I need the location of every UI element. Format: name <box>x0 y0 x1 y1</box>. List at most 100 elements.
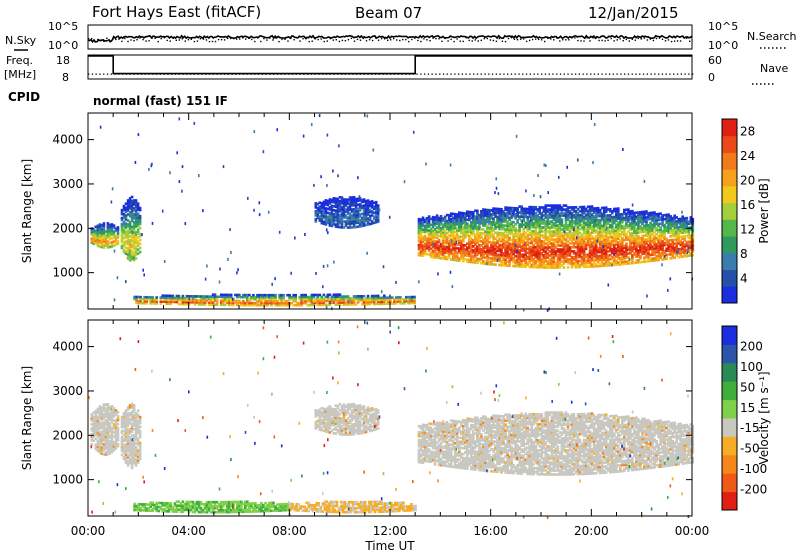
data-cell <box>500 233 503 237</box>
data-cell <box>572 252 576 255</box>
data-cell <box>538 216 542 219</box>
data-cell <box>677 239 680 243</box>
data-cell <box>522 259 525 262</box>
data-cell <box>681 223 684 226</box>
data-cell <box>679 221 682 225</box>
data-cell <box>342 198 346 201</box>
data-cell <box>270 301 273 305</box>
data-cell <box>512 240 515 244</box>
nave-point <box>654 73 656 75</box>
noise-search-point <box>305 38 307 40</box>
data-cell <box>574 239 578 243</box>
data-cell <box>681 243 684 246</box>
data-cell <box>502 246 505 249</box>
noise-cell <box>378 208 381 212</box>
nave-point <box>416 73 418 75</box>
data-cell <box>510 250 513 254</box>
data-cell <box>568 214 572 217</box>
data-cell <box>486 256 489 260</box>
data-cell <box>608 249 612 253</box>
data-cell <box>189 295 193 298</box>
data-cell <box>590 237 594 240</box>
data-cell <box>542 220 546 223</box>
data-cell <box>657 230 660 234</box>
data-cell <box>611 239 614 243</box>
data-cell <box>570 224 574 227</box>
data-cell <box>572 208 576 211</box>
data-cell <box>629 250 632 253</box>
data-cell <box>576 231 580 235</box>
data-cell <box>264 293 267 297</box>
data-cell <box>252 293 255 297</box>
data-cell <box>631 261 634 265</box>
data-cell <box>584 229 588 233</box>
data-cell <box>643 258 646 261</box>
data-cell <box>502 224 505 227</box>
data-cell <box>236 301 239 305</box>
data-cell <box>437 254 441 258</box>
noise-cell <box>380 290 383 294</box>
data-cell <box>558 260 562 263</box>
data-cell <box>641 222 644 226</box>
data-cell <box>389 300 392 303</box>
data-cell <box>500 214 503 217</box>
data-cell <box>199 299 203 302</box>
data-cell <box>138 208 142 212</box>
data-cell <box>540 262 544 265</box>
noise-cell <box>169 171 171 175</box>
data-cell <box>326 199 330 203</box>
data-cell <box>538 258 542 261</box>
data-cell <box>532 221 535 225</box>
data-cell <box>568 220 572 223</box>
data-cell <box>482 214 485 217</box>
data-cell <box>552 258 556 261</box>
data-cell <box>619 259 622 262</box>
data-cell <box>552 234 556 237</box>
data-cell <box>518 265 521 268</box>
data-cell <box>429 233 433 237</box>
data-cell <box>600 264 604 268</box>
data-cell <box>621 236 624 240</box>
data-cell <box>435 236 439 239</box>
data-cell <box>494 207 497 211</box>
data-cell <box>486 214 489 218</box>
data-cell <box>526 257 529 261</box>
data-cell <box>350 299 354 302</box>
data-cell <box>506 254 509 257</box>
data-cell <box>136 252 140 255</box>
data-cell <box>464 234 467 237</box>
data-cell <box>326 211 330 215</box>
data-cell <box>512 226 515 230</box>
data-cell <box>356 225 360 228</box>
data-cell <box>574 255 578 259</box>
noise-search-point <box>299 40 301 42</box>
data-cell <box>506 246 509 249</box>
data-cell <box>578 263 582 267</box>
data-cell <box>675 234 678 237</box>
data-cell <box>366 221 370 224</box>
data-cell <box>538 228 542 231</box>
data-cell <box>445 223 449 227</box>
data-cell <box>596 260 600 264</box>
data-cell <box>378 296 382 300</box>
nave-point <box>642 73 645 75</box>
data-cell <box>584 243 588 247</box>
noise-cell <box>511 208 514 212</box>
data-cell <box>647 251 650 255</box>
data-cell <box>536 248 540 251</box>
data-cell <box>236 293 239 297</box>
data-cell <box>94 233 98 237</box>
data-cell <box>155 302 158 305</box>
data-cell <box>582 235 586 239</box>
data-cell <box>370 298 374 302</box>
data-cell <box>637 211 640 214</box>
data-cell <box>627 226 630 229</box>
data-cell <box>665 239 668 243</box>
data-cell <box>621 242 624 246</box>
data-cell <box>401 302 404 305</box>
noise-cell <box>372 148 375 152</box>
data-cell <box>512 234 515 238</box>
data-cell <box>266 299 269 303</box>
data-cell <box>484 212 487 216</box>
data-cell <box>502 258 505 261</box>
